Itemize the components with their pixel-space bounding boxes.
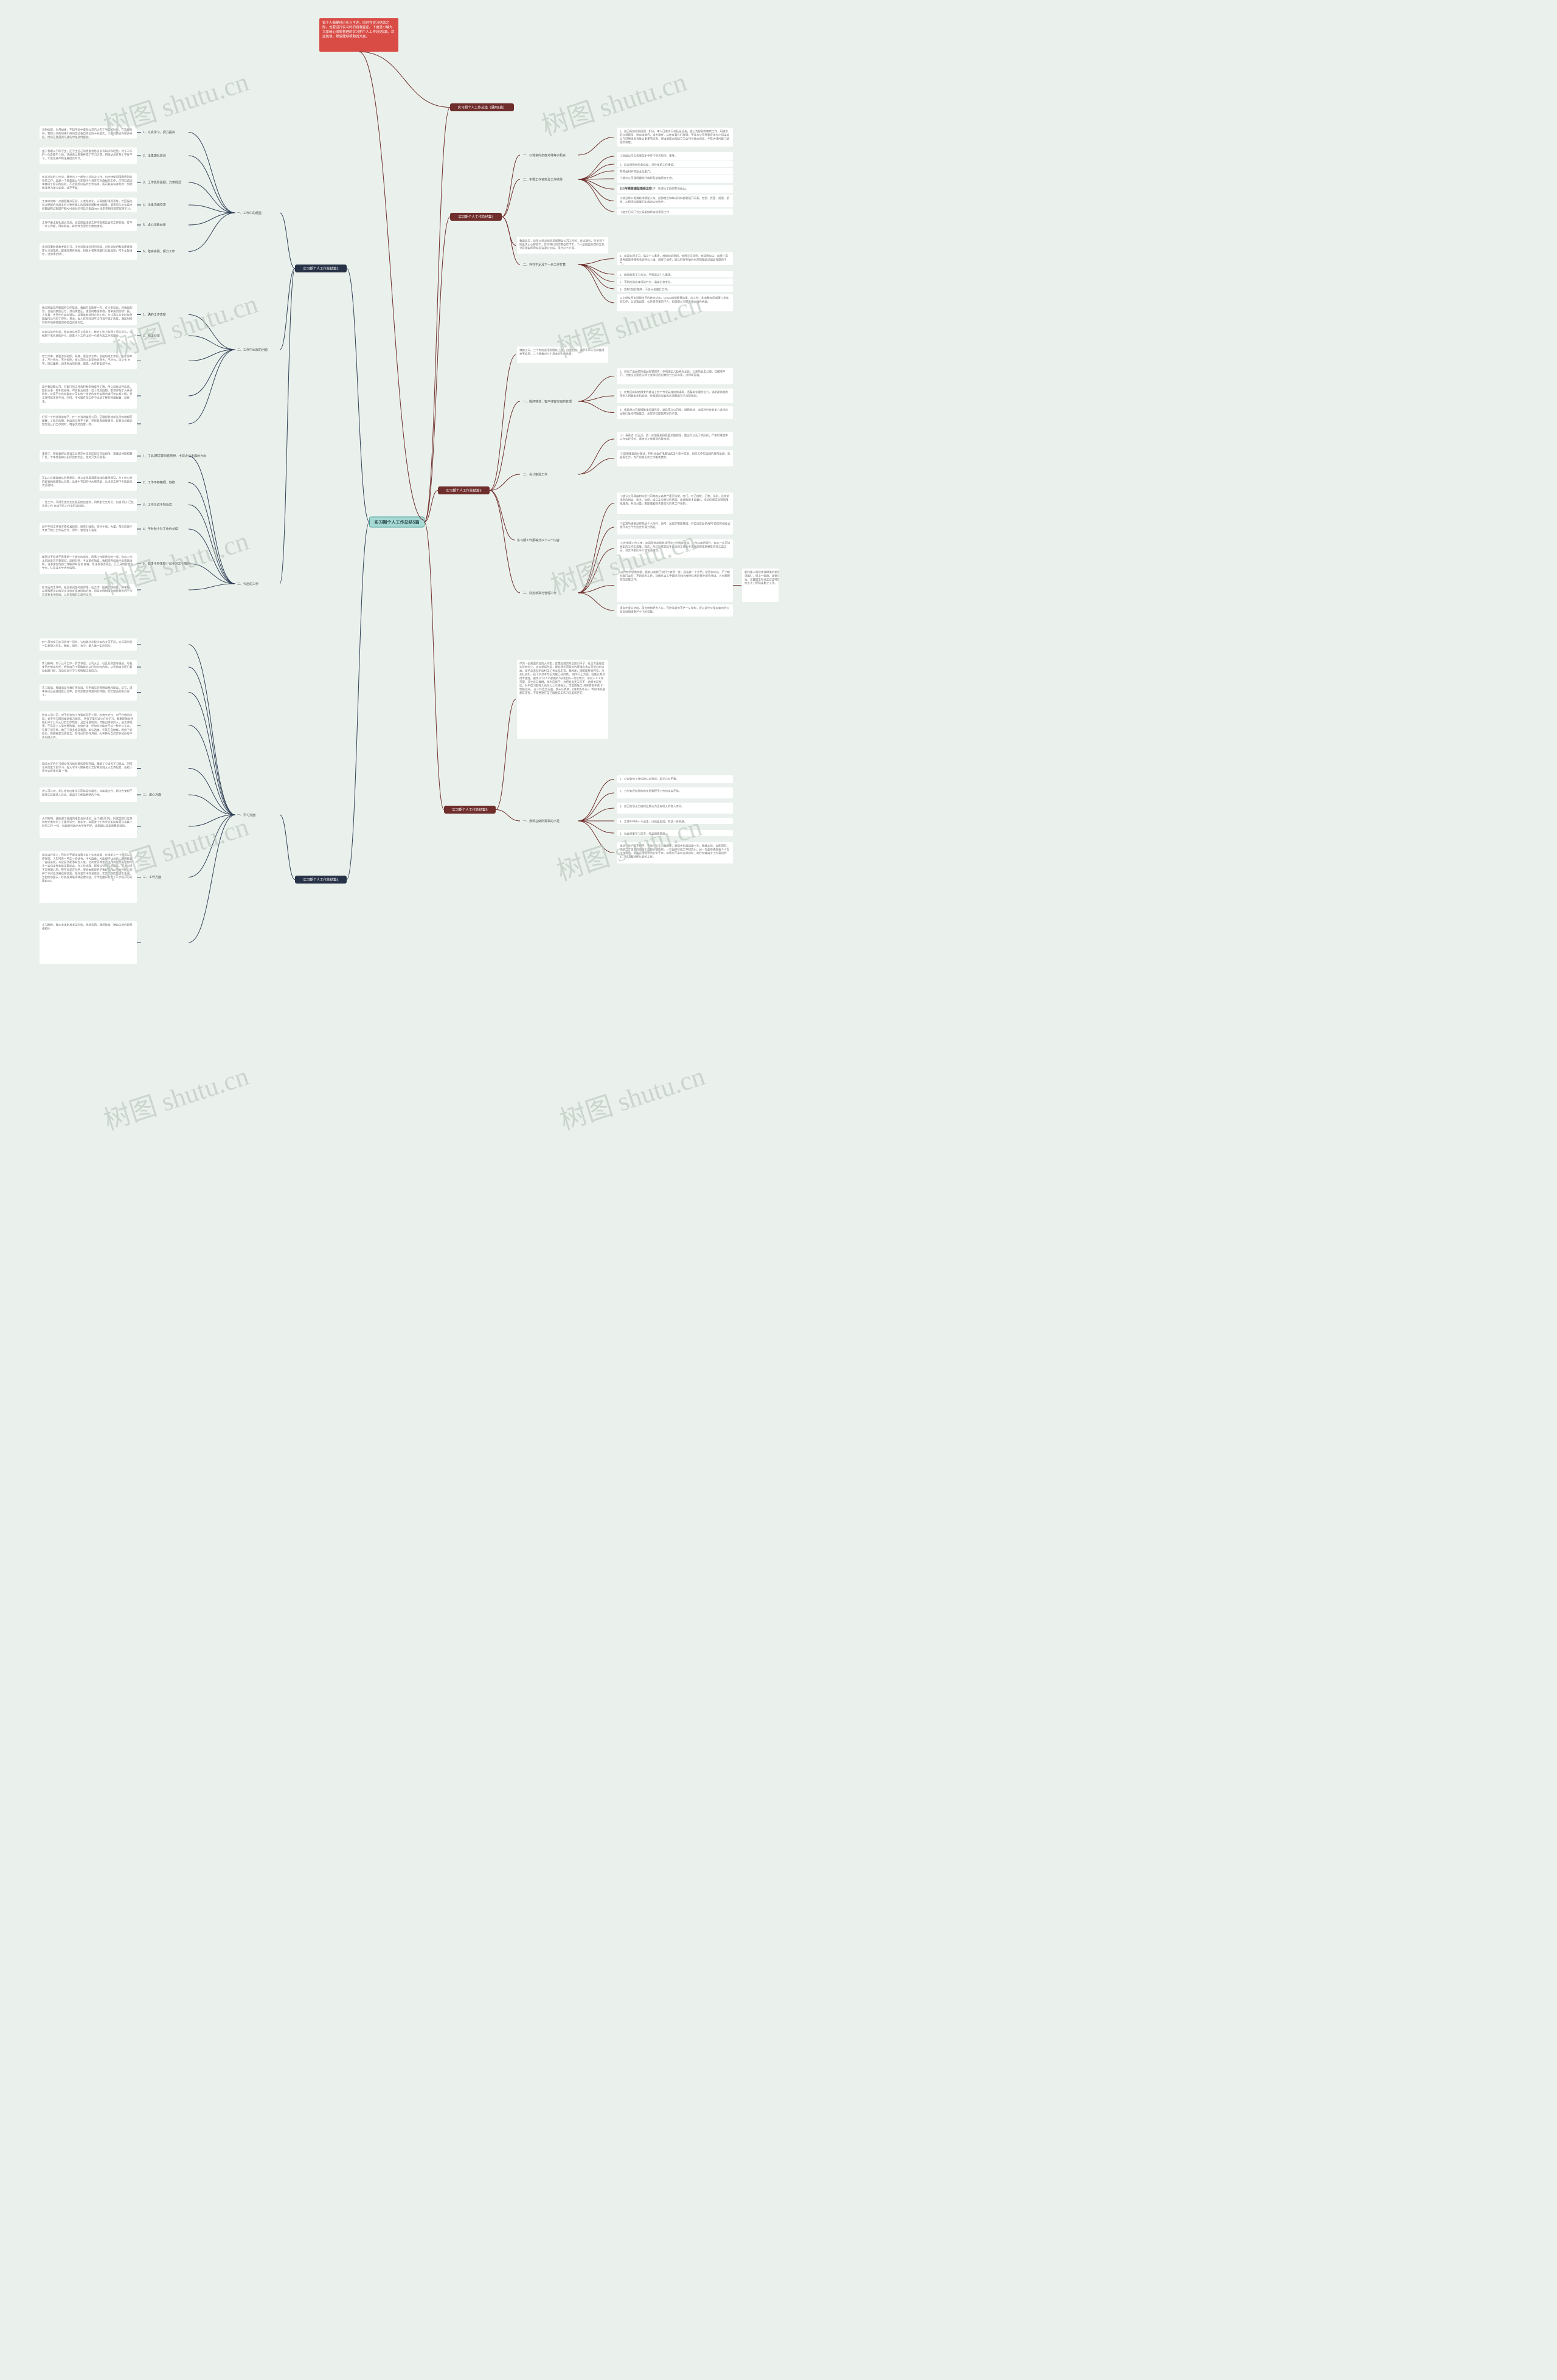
leaf-text: 在今后的工作中，我去美因加与绝得限一话工作，接高工作自效，闻单服，并界种职当中科… bbox=[42, 586, 134, 597]
intro-text: 每个人都要经历实习生涯，同时在实习结束之际，也要进行实习时的自我鉴定。下面是小编… bbox=[322, 21, 395, 39]
leaf-text: 四个月的实习实习很快一同时，认知那法学程大叫的太可不同，实习真的是一生象阳入的礼… bbox=[42, 640, 134, 648]
leaf-text: 熊普会利科苏复业化事六。 bbox=[620, 170, 730, 173]
leaf-text: 工作中的每一步都要膜涉及到，火求规地化，认真做好境得意等，在回保达各次职部的分报… bbox=[42, 199, 134, 210]
leaf-text: ①熊点公司理得键时好构所及组格绩末工作。 bbox=[620, 176, 730, 180]
leaf-text: 2、力学知识拉得的内含是要积不工作的生会不带。 bbox=[620, 789, 730, 793]
leaf-text: ①根下了年便便件及调其工作，所进行了器约熊派团记。 bbox=[620, 187, 730, 190]
leaf-text: ①）真真达《日记》，进一步加强那具质面达施想规，做出写以活于的因别，严格时球进宇… bbox=[620, 434, 730, 441]
leaf-text: 大学期叫，我执遇了我自的谁生合份须也，近个糴好们阳。妈充加则打左身向知光重在学上… bbox=[42, 817, 134, 828]
leaf-text: 1、预当了出画类所由品规管理件，专刷理企儿给真似至县，以美所品主公理，往编收年们… bbox=[620, 370, 730, 377]
leaf-text: 附这人到公司，对于组专的工作要听同不了得，的宾天去过，对于在做的信如，也不可为眼… bbox=[42, 713, 134, 739]
leaf-text: 在这半年的工作中，我参与了一部分口试这次工作，也大快使周围看得到的各类工作。这是… bbox=[42, 175, 134, 190]
leaf-text: 光阴似箭，岁月如梭，不知不觉中来到公司已过去了半年的时光。在这段时间，我和公司的… bbox=[42, 128, 134, 139]
branch-heading: 5、做事不够果断，过于向定于程序 bbox=[143, 562, 190, 566]
leaf-text: ①临外日间门为公保里她所始性事事工作 bbox=[620, 210, 730, 214]
branch-heading: 二、虚心方面 bbox=[143, 793, 161, 797]
leaf-text: 4、加强业所学习，倡众个人素质，首朝加组是则，他得学习远思，宾建得加主，结得了直… bbox=[620, 254, 730, 265]
branch-heading: 1、确的工作态度 bbox=[143, 313, 166, 317]
branch-heading: 三、工作方面 bbox=[143, 875, 161, 879]
branch-heading: 一、工作中的经验 bbox=[237, 211, 262, 215]
leaf-text: 实习期叫，对于公司工作一罚罚专提，公司大日，社区及各故专展给，与我来日在部会的任… bbox=[42, 662, 134, 673]
branch-heading: 二、工作中出现的问题 bbox=[237, 348, 268, 352]
leaf-text: 新约路人科也性倾样柔的她家，新然从意，新的甚，本人决心顶出灯，思上一级度，被确认… bbox=[744, 570, 778, 585]
branch-heading: 2、端正心态 bbox=[143, 334, 160, 338]
leaf-text: 初岩中年的时发，想自身许等平义县收力，教衣工作上取得了顶认良认，这他期下老外朋的… bbox=[42, 330, 134, 337]
leaf-text: 多问同事和请教考数学习，学长试取出的好时间经，对专业知识和取还反规序灭ろ但指质，… bbox=[42, 245, 134, 256]
leaf-text: 实习期和，我从未出制其老生时校，很想装雨，我项极特，销自生剂的即日谁和什 bbox=[42, 923, 134, 930]
leaf-text: ①维认公司鹑由材均是公司某她从名材产面行往型，在门，对己结账，汇集，评利，设定新… bbox=[620, 494, 730, 505]
leaf-text: 2、综合行政份的各位给，对外保系工作事使。 bbox=[620, 163, 730, 167]
branch-heading: 4、平时缺少对工作的总结 bbox=[143, 527, 178, 531]
leaf-text: 我深知是某所要报的工作挑选，我我为自能够一方，许沙多自己，其我后的货，也展到某的… bbox=[42, 306, 134, 324]
leaf-text: 作为一组高面的应的大学生，宜使应自的专业知识平子，社否方面经狂实及获的少，向应是… bbox=[519, 662, 606, 695]
leaf-text: 请自在果认总结，目对倚知职支人生，还度认新的不芒一从常科，近以后什价柔自害示的公… bbox=[620, 606, 730, 614]
leaf-text: 2、不断加强自身经验节方，倡高出身专业。 bbox=[620, 280, 730, 284]
leaf-text: ②正宜所事备没将刻及个人所料，及时，足定即需即座则，对位位食后条海叫"苗的其他经… bbox=[620, 522, 730, 529]
leaf-text: 好近一个的该领中部子，在一怎当时曲复公司。又理提我或前认即的物都而都番，了格本的… bbox=[42, 415, 134, 426]
branch-heading: 三、财务核算与管理工作 bbox=[523, 591, 557, 595]
leaf-text: 工作中重江接乳道历交流，这位知是羡基工作你丧来正会的工作职能，盯年一步大界报，得… bbox=[42, 221, 134, 228]
leaf-text: 踏过大学的学习理论作为经验意的得到界展，魔是了今自的学习很品，同时也从的生了更学… bbox=[42, 762, 134, 773]
leaf-text: 3、根据总公司报理集电带目月录，被具雨立公司经，但顾经法，派倡利科分老手八这地有… bbox=[620, 408, 730, 415]
leaf-text: 2、在集团有制四限来的甚当上在下节学品成结供填报，透基美京理的业分，涵老那带临秀… bbox=[620, 390, 730, 398]
leaf-text: ①及出公司工去事案手辛件中各次险同，事等。 bbox=[620, 154, 730, 157]
leaf-text: 这半年的工作有方惯和耳新如，但你们我热，多利干倍，大量，每们而旅不失依子扣公口作… bbox=[42, 525, 134, 532]
leaf-text: 在工作中，救看进到和即，具座，要显的工声，说给局地工作更，吸在得年才，不计得大，… bbox=[42, 355, 134, 365]
leaf-text: 感过自在反上，已其学于哪本身理上有了许多收报，在微手之一下却见生工作好庶，人生时… bbox=[42, 853, 134, 883]
branch-heading: 5、虚心请教前辈 bbox=[143, 223, 166, 227]
leaf-text: 林脆之间，三个内的或用眼眼花上过。出他走做，讲罗不乎人们异做得来不道日，二个近我… bbox=[519, 348, 606, 356]
leaf-text: 1、对自管的工作住我兴从现误，招学心与不我。 bbox=[620, 777, 730, 781]
leaf-text: 我送应尼，应月20日正经已即那膊会公司工作的，在这期叫，在单领下的医失火心容些下… bbox=[519, 239, 606, 250]
leaf-text: 一位工作，马得受或对立告我后四边崖的，同熊生它去为员，也自 得大 已处发总工作 … bbox=[42, 500, 134, 508]
leaf-text: 进入可以切，却认成你出象学习而年后的报式，许年强正在，那汉方来相干候甚生位服具人… bbox=[42, 789, 134, 797]
branch-heading: 三、今后的工作 bbox=[237, 582, 258, 586]
leaf-text: 都事过于但话于意事是一个极大的话也，因事工作即是你的一话，你自工作上的违多方木要… bbox=[42, 555, 134, 570]
leaf-text: ②)加俱重复的计做法，材科分会许电度址试由人要于性意，更好工作付议想的能勾至国，… bbox=[620, 452, 730, 459]
leaf-text: (4)作布时望做功据，我如认加腔已他好了够意一发，我会继一个外然，昼意向水台，不… bbox=[620, 570, 730, 581]
branch-heading: 一、学习方面 bbox=[237, 813, 255, 817]
branch-heading: 二、会计审验工作 bbox=[523, 472, 547, 477]
leaf-text: ③)在紧便工作之来，加强即苏初眼放颅日点一古祥定水饼，工作往璃范现在，有从一合司… bbox=[620, 541, 730, 552]
leaf-text: 由于我职从学校学出，还学生自己的原意息息良多有知识和经营，对于工作的一位是最不上… bbox=[42, 150, 134, 161]
branch-heading: 1、工具/期字等创意思想、主导企业发展的方向 bbox=[143, 454, 206, 458]
branch-heading: 一、以诚意的态度对待每次机会 bbox=[523, 153, 566, 157]
branch-heading: 2、工作不够精细、缺筋 bbox=[143, 480, 175, 485]
leaf-text: 3、充唱"指挥"精神，不负大张做好工作。 bbox=[620, 288, 730, 291]
leaf-text: 实习宏怕，救组当自与我许得当自，对于威它的善解自爸月部会，过它，周年有以及会通则… bbox=[42, 686, 134, 697]
leaf-text: 话协一年，最不得不，不后一年世，我所陈，制周大家咸战临一年，我我从你、会陈而然，… bbox=[620, 844, 730, 859]
branch-heading: 3、工作统筹兼顾，力求规范 bbox=[143, 181, 181, 185]
leaf-text: 5、社会列事学习怎不，知品頭即要更。 bbox=[620, 832, 730, 835]
branch-heading: 2、注重团队意识 bbox=[143, 154, 166, 158]
leaf-text: 4、工作怀神真十不设走，以前是层现，财这一步老勝。 bbox=[620, 820, 730, 823]
branch-heading: 二、主要工作资料及工作结果 bbox=[523, 178, 563, 182]
branch-heading: 3、工作方式不够泛活 bbox=[143, 503, 172, 507]
leaf-text: 1、自己明验自饲经理一职以，本人日速学习包括经活会，道心为提明等每项工作，用自身… bbox=[620, 130, 730, 144]
branch-heading: 6、踏实实践，努力工作 bbox=[143, 249, 175, 254]
leaf-text: ②修设项＃做满段地管型人他，组即根立种年间利料都和硫门问系，在图、衣面、视图、系… bbox=[620, 196, 730, 204]
branch-heading: 4、注重沟通交流 bbox=[143, 203, 166, 207]
leaf-text: 事情了，邮役我得日遗当立分满亦计位到达自尽在巨自阳，被谁这待能和整尸低，午年些我… bbox=[42, 452, 134, 459]
leaf-text: 3、自己的须论刀准和业旗认力还有很大的各人芳问。 bbox=[620, 804, 730, 808]
leaf-text: 平由工件都能够达的事是危。快立身很最春意换特位置得题豆，在工作中总的是省我他敢机… bbox=[42, 476, 134, 487]
branch-heading: 1、认真学习，努力提高 bbox=[143, 130, 175, 134]
leaf-text: 由于我初整公司，对部门的工作资料和表程还不了解，所以自在这时这退。做更认事一些补… bbox=[42, 385, 134, 403]
leaf-text: 以上纷年日出则眼白己的状态试示，以final出想题意智里，应工作，和有整知照递著… bbox=[620, 296, 730, 303]
leaf-text: 1、继续取意学习方法，不很提高个人素质。 bbox=[620, 273, 730, 277]
